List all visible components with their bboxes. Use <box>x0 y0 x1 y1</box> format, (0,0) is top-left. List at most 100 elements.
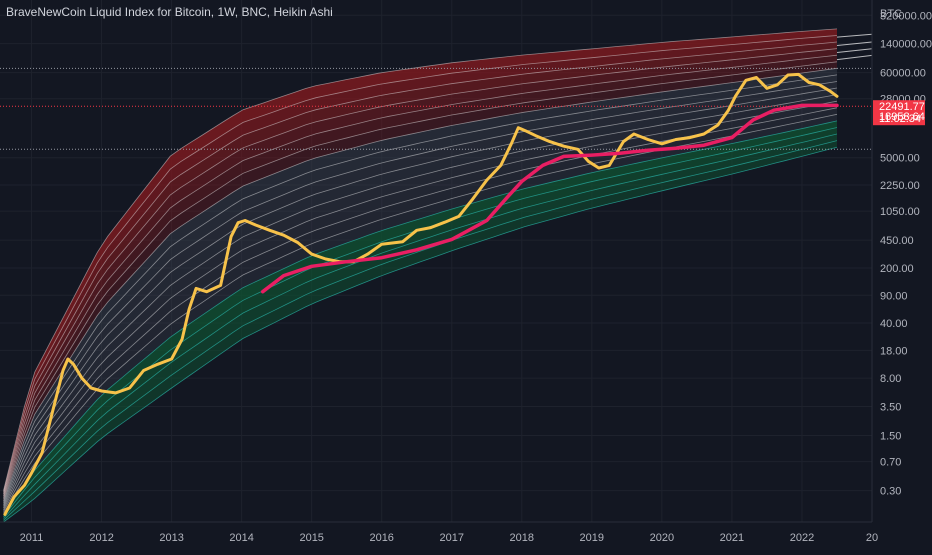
series-point <box>205 290 208 293</box>
series-point <box>520 180 523 183</box>
band-line <box>3 133 838 519</box>
series-point <box>80 377 84 380</box>
series-point <box>12 495 16 499</box>
series-point <box>243 219 247 222</box>
series-point <box>786 73 790 77</box>
series-point <box>702 132 706 136</box>
series-point <box>776 83 779 87</box>
series-point <box>506 195 509 198</box>
series-point <box>180 338 184 341</box>
x-tick-label: 2018 <box>510 532 534 544</box>
band-fill <box>3 35 837 495</box>
y-tick-label: 40.00 <box>880 318 908 330</box>
series-point <box>72 363 75 366</box>
y-tick-label: 200.00 <box>880 263 914 275</box>
band-line <box>3 81 838 505</box>
series-point <box>751 118 755 122</box>
series-point <box>415 229 418 232</box>
series-point <box>3 513 7 516</box>
x-tick-label: 2012 <box>89 532 113 544</box>
band-line <box>3 120 838 516</box>
series-lines <box>3 72 839 516</box>
series-point <box>66 357 70 361</box>
series-point <box>499 164 502 167</box>
price-axis[interactable]: 320000.00140000.0060000.0028000.005000.0… <box>880 10 932 497</box>
series-point <box>100 389 103 393</box>
series-point <box>282 274 285 277</box>
series-point <box>219 284 222 287</box>
series-point <box>30 471 33 475</box>
series-point <box>716 123 720 127</box>
x-tick-label: 2020 <box>650 532 674 544</box>
series-point <box>821 104 825 107</box>
band-line <box>3 100 838 510</box>
series-point <box>142 369 145 372</box>
series-point <box>254 223 257 227</box>
series-point <box>765 87 769 90</box>
series-point <box>236 221 240 224</box>
series-point <box>324 257 327 261</box>
x-tick-label: 2015 <box>299 532 323 544</box>
series-point <box>608 164 611 167</box>
series-point <box>674 138 678 141</box>
series-point <box>797 73 800 76</box>
x-tick-label: 2021 <box>720 532 744 544</box>
band-line <box>3 94 838 509</box>
series-point <box>587 160 590 163</box>
series-point <box>366 252 369 256</box>
series-point <box>828 89 832 93</box>
band-extension-line <box>836 54 873 61</box>
band-line <box>3 35 838 493</box>
series-point <box>688 136 692 139</box>
series-point <box>755 76 758 79</box>
series-point <box>194 287 198 290</box>
series-point <box>646 138 650 141</box>
series-point <box>590 153 593 157</box>
series-point <box>562 155 565 158</box>
series-point <box>380 243 383 246</box>
series-point <box>772 109 776 112</box>
series-point <box>835 104 839 107</box>
series-point <box>646 149 650 152</box>
series-point <box>296 241 299 244</box>
series-point <box>443 221 446 224</box>
series-point <box>818 83 821 87</box>
series-point <box>61 369 65 372</box>
band-line <box>3 61 838 500</box>
series-point <box>517 126 520 129</box>
series-point <box>51 410 54 413</box>
series-point <box>310 265 313 268</box>
series-point <box>534 134 537 137</box>
y-tick-label: 3.50 <box>880 402 901 414</box>
series-point <box>485 219 488 222</box>
series-point <box>541 164 544 167</box>
series-point <box>674 147 678 150</box>
series-point <box>310 252 313 256</box>
band-extension-line <box>836 48 873 54</box>
y-tick-label: 8.00 <box>880 373 901 385</box>
series-point <box>170 357 173 361</box>
x-tick-label: 2017 <box>440 532 464 544</box>
band-line <box>3 140 838 521</box>
time-axis[interactable]: 2011 2012 2013 2014 2015 2016 2017 2018 2019 2020… <box>20 532 878 544</box>
series-point <box>800 104 804 107</box>
series-point <box>261 290 264 293</box>
series-point <box>597 166 600 170</box>
series-point <box>730 136 734 139</box>
series-point <box>744 79 748 82</box>
series-point <box>380 256 383 259</box>
band-line <box>3 41 838 495</box>
y-tick-label: 140000.00 <box>880 39 932 51</box>
x-tick-label: 20 <box>866 532 878 544</box>
x-tick-label: 2013 <box>159 532 183 544</box>
currency-label: BTC <box>880 8 902 20</box>
y-tick-label: 18.00 <box>880 345 908 357</box>
y-tick-label: 320000.00 <box>880 10 932 22</box>
series-point <box>229 235 233 238</box>
price-badge-label: 22491.77 <box>879 101 925 113</box>
series-point <box>282 234 285 237</box>
series-point <box>429 226 432 229</box>
band-extension-line <box>836 41 873 46</box>
